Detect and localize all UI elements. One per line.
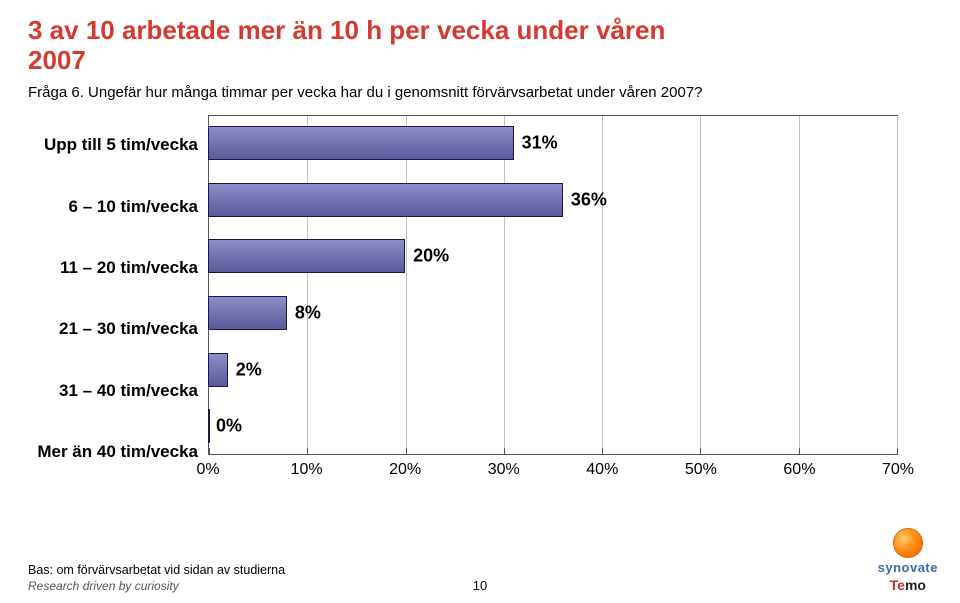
chart-bar-slot: 20%: [208, 228, 898, 285]
slide-subtitle: Fråga 6. Ungefär hur många timmar per ve…: [28, 84, 932, 101]
chart-bar: [208, 239, 405, 273]
brand1-text: synovate: [878, 560, 938, 575]
chart-value-label: 31%: [522, 133, 558, 154]
chart-bar-slot: 36%: [208, 171, 898, 228]
chart-xtick-label: 50%: [685, 461, 717, 479]
chart-value-label: 2%: [236, 359, 262, 380]
chart-xtick-label: 0%: [196, 461, 219, 479]
title-line2: 2007: [28, 46, 932, 76]
chart-bar: [208, 296, 287, 330]
brand2-text: Temo: [890, 577, 926, 593]
chart-value-label: 0%: [216, 416, 242, 437]
title-line1: 3 av 10 arbetade mer än 10 h per vecka u…: [28, 16, 932, 46]
chart-bar: [208, 409, 210, 443]
chart-plot-area: 31% 36% 20% 8% 2% 0%: [208, 115, 898, 455]
chart-xtick-label: 30%: [488, 461, 520, 479]
orb-icon: [893, 528, 923, 558]
chart-ylabel: Upp till 5 tim/vecka: [28, 115, 208, 176]
chart-xtick-label: 60%: [783, 461, 815, 479]
chart-bar-slot: 0%: [208, 398, 898, 455]
chart-bar: [208, 126, 514, 160]
chart-xtick-label: 40%: [586, 461, 618, 479]
chart-ylabel: 6 – 10 tim/vecka: [28, 176, 208, 237]
chart-bar-slot: 31%: [208, 115, 898, 172]
chart-ylabel: 11 – 20 tim/vecka: [28, 237, 208, 298]
chart-ylabel: 21 – 30 tim/vecka: [28, 299, 208, 360]
chart-xtick-label: 10%: [291, 461, 323, 479]
chart-bar: [208, 353, 228, 387]
chart-ylabel: Mer än 40 tim/vecka: [28, 421, 208, 482]
chart-ylabels: Upp till 5 tim/vecka6 – 10 tim/vecka11 –…: [28, 115, 208, 483]
logo-block: synovate Temo: [878, 528, 938, 593]
chart-xtick-label: 20%: [389, 461, 421, 479]
chart-value-label: 20%: [413, 246, 449, 267]
footnote-text: Bas: om förvärvsarbetat vid sidan av stu…: [28, 563, 932, 577]
chart-xtick-label: 70%: [882, 461, 914, 479]
brand2-part1: Te: [890, 577, 905, 593]
chart-ylabel: 31 – 40 tim/vecka: [28, 360, 208, 421]
chart-bar: [208, 183, 563, 217]
page-number: 10: [473, 578, 487, 593]
chart-bar-slot: 2%: [208, 341, 898, 398]
slide-title: 3 av 10 arbetade mer än 10 h per vecka u…: [28, 16, 932, 76]
brand2-part2: mo: [905, 577, 926, 593]
chart-xaxis: 0%10%20%30%40%50%60%70%: [208, 455, 898, 483]
chart-container: Upp till 5 tim/vecka6 – 10 tim/vecka11 –…: [28, 115, 932, 483]
chart-value-label: 36%: [571, 189, 607, 210]
chart-bars: 31% 36% 20% 8% 2% 0%: [208, 115, 898, 455]
chart-value-label: 8%: [295, 303, 321, 324]
chart-bar-slot: 8%: [208, 285, 898, 342]
